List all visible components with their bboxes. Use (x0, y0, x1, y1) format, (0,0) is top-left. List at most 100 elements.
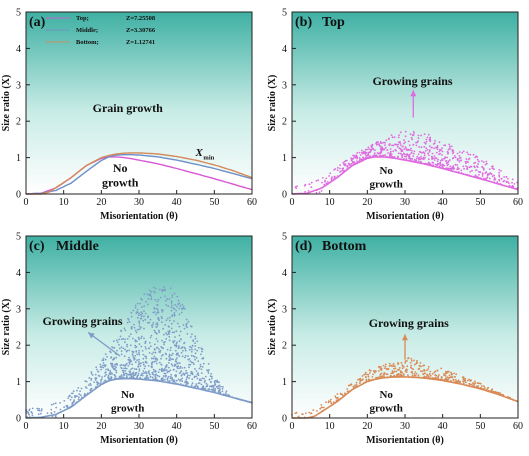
scatter-point (137, 372, 140, 375)
scatter-point (478, 160, 480, 163)
scatter-point (466, 151, 468, 154)
scatter-point (214, 389, 217, 391)
scatter-point (477, 163, 479, 166)
scatter-point (355, 154, 358, 157)
scatter-point (377, 141, 379, 144)
scatter-point (456, 168, 458, 171)
x-tick-label: 0 (24, 421, 29, 432)
scatter-point (122, 338, 125, 340)
scatter-point (207, 388, 210, 390)
scatter-point (414, 371, 417, 373)
scatter-point (443, 164, 446, 167)
scatter-point (52, 403, 55, 405)
scatter-point (403, 139, 405, 142)
scatter-point (38, 407, 40, 410)
scatter-point (393, 370, 396, 373)
scatter-point (428, 149, 431, 152)
xmin-curve (291, 156, 519, 195)
scatter-point (177, 299, 180, 302)
scatter-point (335, 399, 338, 402)
scatter-point (427, 158, 430, 161)
scatter-point (156, 325, 158, 328)
scatter-point (132, 337, 134, 340)
scatter-point (404, 146, 407, 149)
scatter-point (155, 346, 158, 349)
scatter-point (433, 147, 435, 150)
scatter-point (385, 368, 388, 370)
scatter-point (452, 151, 455, 154)
scatter-point (89, 389, 92, 392)
scatter-point (493, 176, 496, 179)
annotation-no: No (121, 389, 135, 401)
scatter-point (102, 357, 105, 360)
scatter-point (457, 166, 459, 169)
scatter-point (446, 156, 448, 159)
scatter-point (315, 191, 318, 194)
y-tick-label: 2 (282, 117, 287, 128)
scatter-point (446, 161, 449, 164)
scatter-point (170, 354, 173, 357)
scatter-point (176, 322, 179, 325)
scatter-point (500, 177, 503, 180)
scatter-point (136, 375, 139, 378)
scatter-point (144, 340, 147, 343)
scatter-point (177, 354, 179, 356)
scatter-point (68, 395, 70, 398)
scatter-point (322, 177, 324, 179)
scatter-point (76, 389, 78, 392)
scatter-point (194, 368, 196, 370)
scatter-point (162, 327, 165, 330)
scatter-point (96, 368, 98, 371)
scatter-point (37, 409, 39, 412)
scatter-point (333, 175, 336, 178)
scatter-point (434, 374, 437, 376)
scatter-point (395, 370, 398, 373)
scatter-point (156, 362, 158, 365)
scatter-point (153, 355, 156, 358)
scatter-point (458, 167, 460, 170)
x-tick-label: 60 (247, 197, 257, 208)
scatter-point (384, 365, 387, 368)
scatter-point (449, 145, 451, 148)
scatter-point (400, 150, 403, 153)
scatter-point (310, 412, 313, 415)
scatter-point (479, 171, 482, 174)
scatter-point (513, 183, 516, 185)
scatter-point (167, 305, 170, 308)
scatter-point (170, 363, 173, 365)
scatter-point (212, 388, 215, 390)
scatter-point (420, 151, 423, 154)
scatter-point (184, 349, 187, 352)
scatter-point (428, 373, 431, 376)
scatter-point (457, 158, 459, 161)
scatter-point (437, 163, 440, 165)
scatter-point (483, 385, 485, 388)
scatter-point (120, 329, 122, 332)
scatter-point (120, 338, 123, 340)
scatter-point (173, 320, 175, 322)
scatter-point (458, 151, 461, 153)
y-tick-label: 1 (282, 377, 287, 388)
scatter-point (329, 398, 332, 401)
scatter-point (481, 160, 483, 162)
scatter-point (158, 329, 160, 332)
scatter-point (168, 362, 170, 364)
scatter-point (486, 176, 489, 179)
scatter-point (365, 375, 367, 378)
scatter-point (444, 144, 447, 147)
scatter-point (411, 138, 413, 141)
scatter-point (152, 351, 155, 354)
scatter-point (124, 348, 127, 351)
scatter-point (427, 152, 429, 155)
scatter-point (370, 149, 372, 151)
scatter-point (164, 375, 167, 378)
scatter-point (361, 149, 363, 152)
scatter-point (153, 360, 156, 363)
scatter-point (432, 143, 435, 145)
scatter-point (398, 147, 401, 150)
scatter-point (470, 383, 473, 386)
annotation-xmin-sub: min (203, 154, 214, 161)
scatter-point (195, 357, 198, 359)
scatter-point (356, 156, 359, 159)
scatter-point (204, 379, 207, 382)
